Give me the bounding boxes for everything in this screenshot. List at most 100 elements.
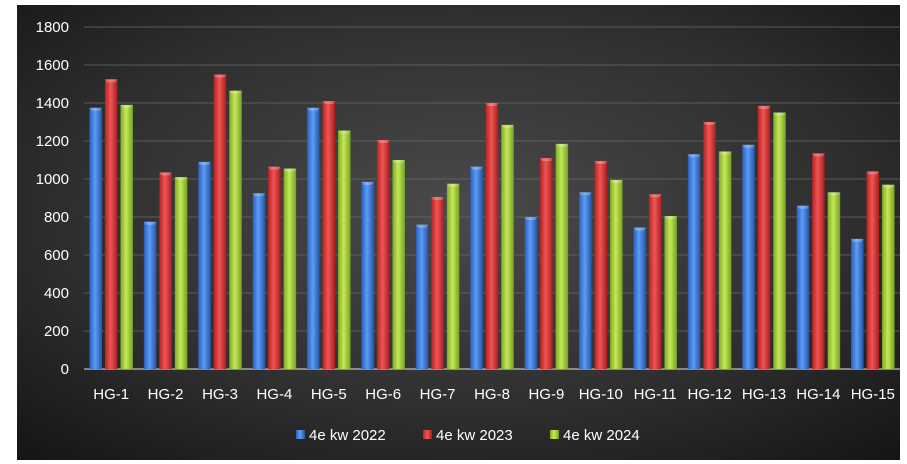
- bar-cap: [687, 154, 701, 158]
- y-tick-label: 200: [44, 323, 69, 340]
- bar-cap: [307, 107, 320, 111]
- y-tick-label: 800: [44, 209, 69, 226]
- bar-4e-kw-2022-hg-9: [524, 217, 538, 369]
- bar-4e-kw-2023-hg-12: [703, 122, 716, 369]
- bar-4e-kw-2024-hg-10: [610, 179, 623, 369]
- x-category-label: HG-14: [796, 386, 840, 403]
- x-category-label: HG-12: [688, 386, 732, 403]
- bar-cap: [283, 168, 297, 172]
- bar-cap: [703, 122, 716, 125]
- y-axis-ticks: 0 200 400 600 800 1000 1200 1400 1600 1800: [36, 19, 69, 378]
- bar-cap: [361, 181, 374, 185]
- x-axis-categories: HG-1 HG-2 HG-3 HG-4 HG-5 HG-6 HG-7 HG-8 HG-9 HG-1…: [93, 386, 895, 403]
- bar-cap: [851, 238, 864, 242]
- bar-cap: [338, 130, 351, 134]
- bar-4e-kw-2023-hg-9: [540, 158, 553, 369]
- bar-4e-kw-2022-hg-5: [307, 107, 320, 369]
- bar-4e-kw-2024-hg-6: [392, 160, 405, 369]
- bar-4e-kw-2024-hg-2: [174, 177, 188, 369]
- x-category-label: HG-2: [148, 386, 184, 403]
- legend-entry: 4e kw 2023: [436, 427, 513, 444]
- bar-cap: [446, 183, 460, 187]
- bar-cap: [524, 217, 538, 220]
- y-tick-label: 1000: [36, 171, 69, 188]
- bar-4e-kw-2024-hg-8: [501, 124, 514, 369]
- bar-cap: [742, 144, 755, 148]
- bar-4e-kw-2022-hg-3: [198, 161, 211, 369]
- bar-4e-kw-2023-hg-5: [322, 101, 336, 369]
- y-tick-label: 600: [44, 247, 69, 264]
- bar-cap: [796, 205, 810, 209]
- bar-cap: [431, 197, 444, 201]
- bar-4e-kw-2024-hg-14: [827, 192, 841, 369]
- bar-cap: [252, 193, 266, 197]
- bar-4e-kw-2023-hg-7: [431, 197, 444, 369]
- bar-cap: [610, 179, 623, 183]
- bar-4e-kw-2024-hg-15: [882, 184, 895, 369]
- bar-cap: [773, 112, 786, 116]
- bar-cap: [664, 216, 677, 220]
- x-category-label: HG-10: [579, 386, 623, 403]
- bar-4e-kw-2023-hg-4: [268, 166, 281, 369]
- bar-cap: [579, 192, 592, 196]
- bar-cap: [540, 158, 553, 162]
- bar-4e-kw-2023-hg-1: [104, 79, 118, 369]
- bar-4e-kw-2023-hg-14: [812, 153, 825, 369]
- x-category-label: HG-11: [634, 386, 677, 403]
- bar-4e-kw-2023-hg-13: [757, 105, 771, 369]
- bar-4e-kw-2024-hg-7: [446, 183, 460, 369]
- bar-4e-kw-2024-hg-12: [718, 151, 732, 369]
- x-category-label: HG-13: [742, 386, 786, 403]
- bar-cap: [827, 192, 841, 196]
- bar-4e-kw-2023-hg-8: [485, 103, 499, 369]
- bar-4e-kw-2022-hg-12: [687, 154, 701, 369]
- bar-4e-kw-2022-hg-1: [89, 107, 102, 369]
- y-tick-label: 0: [61, 361, 69, 378]
- bar-4e-kw-2022-hg-10: [579, 192, 592, 369]
- y-tick-label: 1800: [36, 19, 69, 36]
- bar-4e-kw-2024-hg-11: [664, 216, 677, 369]
- bar-4e-kw-2024-hg-5: [338, 130, 351, 369]
- bar-cap: [555, 143, 569, 147]
- bar-4e-kw-2024-hg-3: [229, 90, 242, 370]
- bar-4e-kw-2023-hg-10: [594, 160, 608, 369]
- bar-cap: [229, 90, 242, 94]
- bar-4e-kw-2024-hg-4: [283, 168, 297, 369]
- bar-cap: [159, 172, 172, 176]
- x-category-label: HG-8: [474, 386, 510, 403]
- bar-cap: [718, 151, 732, 155]
- bar-cap: [648, 194, 662, 198]
- x-category-label: HG-9: [528, 386, 564, 403]
- bar-cap: [120, 104, 133, 108]
- bar-cap: [174, 177, 188, 181]
- bar-cap: [376, 140, 390, 144]
- bar-cap: [213, 74, 227, 78]
- x-category-label: HG-7: [420, 386, 456, 403]
- legend-entry: 4e kw 2024: [563, 427, 640, 444]
- bar-4e-kw-2022-hg-13: [742, 144, 755, 369]
- x-category-label: HG-1: [93, 386, 129, 403]
- legend-entry: 4e kw 2022: [309, 427, 386, 444]
- bar-4e-kw-2024-hg-9: [555, 143, 569, 369]
- bar-cap: [392, 160, 405, 163]
- bar-4e-kw-2022-hg-7: [415, 224, 429, 369]
- bar-cap: [322, 101, 336, 105]
- bar-4e-kw-2022-hg-4: [252, 193, 266, 369]
- bar-cap: [104, 79, 118, 83]
- legend-swatch: [296, 430, 305, 439]
- x-category-label: HG-15: [851, 386, 895, 403]
- bar-4e-kw-2023-hg-15: [866, 171, 880, 369]
- bar-cap: [89, 107, 102, 111]
- x-category-label: HG-6: [365, 386, 401, 403]
- bar-cap: [633, 227, 646, 231]
- bar-cap: [757, 105, 771, 109]
- bar-cap: [882, 184, 895, 188]
- y-tick-label: 1200: [36, 133, 69, 150]
- legend: 4e kw 2022 4e kw 2023 4e kw 2024: [296, 427, 640, 444]
- y-tick-label: 400: [44, 285, 69, 302]
- bar-cap: [485, 103, 499, 106]
- bar-4e-kw-2022-hg-6: [361, 181, 374, 369]
- x-category-label: HG-5: [311, 386, 347, 403]
- legend-swatch: [423, 430, 432, 439]
